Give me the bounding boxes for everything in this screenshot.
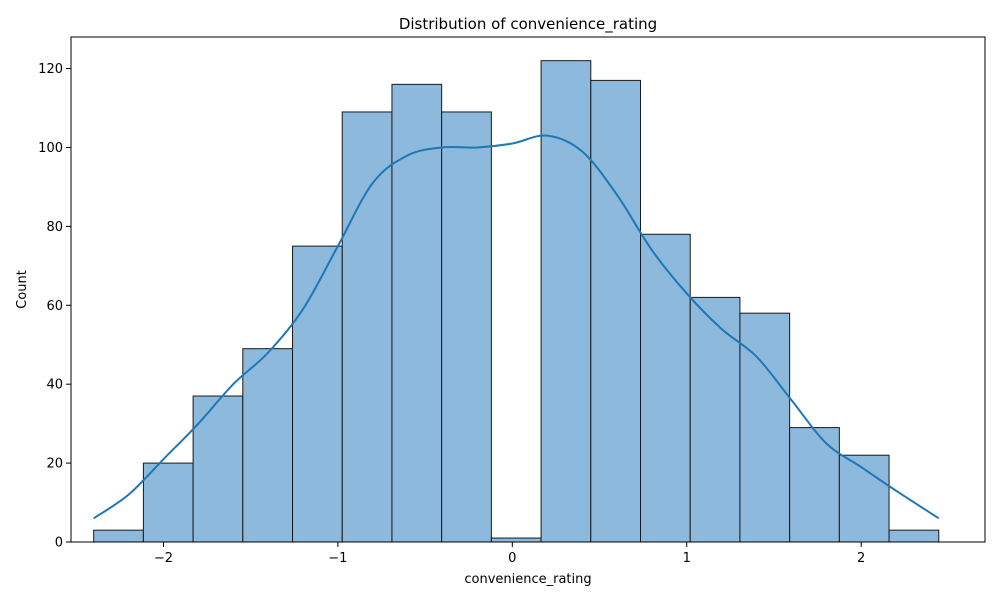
histogram-bar [590, 79, 642, 543]
x-tick-label: 2 [857, 551, 865, 566]
y-tick-label: 20 [46, 457, 63, 472]
histogram-bar [142, 462, 194, 543]
kde-curve-group [93, 134, 940, 520]
y-axis-label: Count [15, 270, 30, 309]
y-tick-label: 120 [38, 62, 63, 77]
y-tick-label: 40 [46, 378, 63, 393]
chart-title: Distribution of convenience_rating [399, 15, 657, 34]
y-tick-label: 100 [38, 141, 63, 156]
histogram-bar [888, 529, 940, 543]
kde-line [93, 134, 940, 520]
histogram-bar [640, 233, 691, 543]
x-tick-label: −1 [328, 551, 347, 566]
y-tick-label: 0 [55, 536, 63, 551]
x-tick-label: 0 [508, 551, 516, 566]
x-axis-label: convenience_rating [464, 572, 591, 587]
y-tick-label: 80 [46, 220, 63, 235]
x-tick-label: 1 [683, 551, 691, 566]
histogram-bar [292, 245, 343, 543]
y-tick-label: 60 [46, 299, 63, 314]
histogram-bar [441, 111, 492, 543]
histogram-bar [391, 83, 443, 543]
histogram-bar [689, 296, 741, 543]
histogram-bar [242, 348, 294, 543]
x-tick-label: −2 [154, 551, 173, 566]
x-axis-ticks: −2 −1 0 1 2 [154, 542, 865, 566]
histogram-bar [739, 312, 791, 543]
histogram-bar [789, 427, 840, 543]
histogram-bar [93, 529, 144, 543]
histogram-bar [540, 60, 592, 543]
histogram-bar [341, 111, 393, 543]
plot-area-frame [70, 36, 986, 543]
histogram-bar [192, 395, 244, 543]
histogram-bar [490, 537, 542, 543]
y-axis-ticks: 0 20 40 60 80 100 120 [38, 62, 71, 551]
